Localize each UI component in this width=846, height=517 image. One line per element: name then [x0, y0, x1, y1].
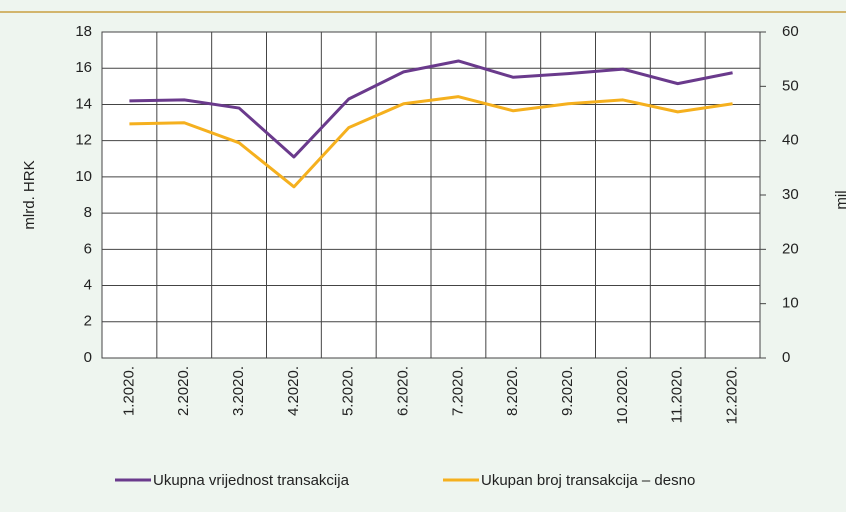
y2-tick-label: 0: [782, 349, 790, 366]
y2-tick-label: 60: [782, 23, 799, 40]
y-tick-label: 18: [75, 23, 92, 40]
y2-tick-label: 30: [782, 186, 799, 203]
x-tick-label: 10.2020.: [614, 366, 631, 424]
y-tick-label: 8: [84, 204, 92, 221]
x-tick-label: 11.2020.: [669, 366, 686, 423]
line: [129, 95, 733, 189]
y-tick-label: 16: [75, 59, 92, 76]
x-tick-label: 6.2020.: [395, 366, 412, 416]
y-tick-label: 2: [84, 313, 92, 330]
legend-label: Ukupan broj transakcija – desno: [481, 472, 695, 489]
legend-label: Ukupna vrijednost transakcija: [153, 472, 350, 489]
x-tick-label: 2.2020.: [175, 366, 192, 416]
y2-tick-label: 50: [782, 77, 799, 94]
y-axis-label: mlrd. HRK: [21, 160, 38, 229]
y-tick-label: 10: [75, 168, 92, 185]
x-tick-label: 9.2020.: [559, 366, 576, 416]
x-tick-label: 1.2020.: [120, 366, 137, 416]
x-tick-label: 4.2020.: [285, 366, 302, 416]
x-tick-label: 3.2020.: [230, 366, 247, 416]
y-tick-label: 0: [84, 349, 92, 366]
y-tick-label: 12: [75, 132, 92, 149]
x-tick-label: 8.2020.: [504, 366, 521, 416]
x-tick-label: 7.2020.: [449, 366, 466, 416]
y-tick-label: 6: [84, 240, 92, 257]
y2-axis-label: mil: [833, 190, 846, 209]
y-tick-label: 14: [75, 95, 92, 112]
y2-tick-label: 20: [782, 240, 799, 257]
y-tick-label: 4: [84, 277, 92, 294]
x-tick-label: 5.2020.: [340, 366, 357, 416]
line: [129, 59, 733, 159]
x-tick-label: 12.2020.: [724, 366, 741, 424]
y2-tick-label: 40: [782, 132, 799, 149]
y2-tick-label: 10: [782, 295, 799, 312]
